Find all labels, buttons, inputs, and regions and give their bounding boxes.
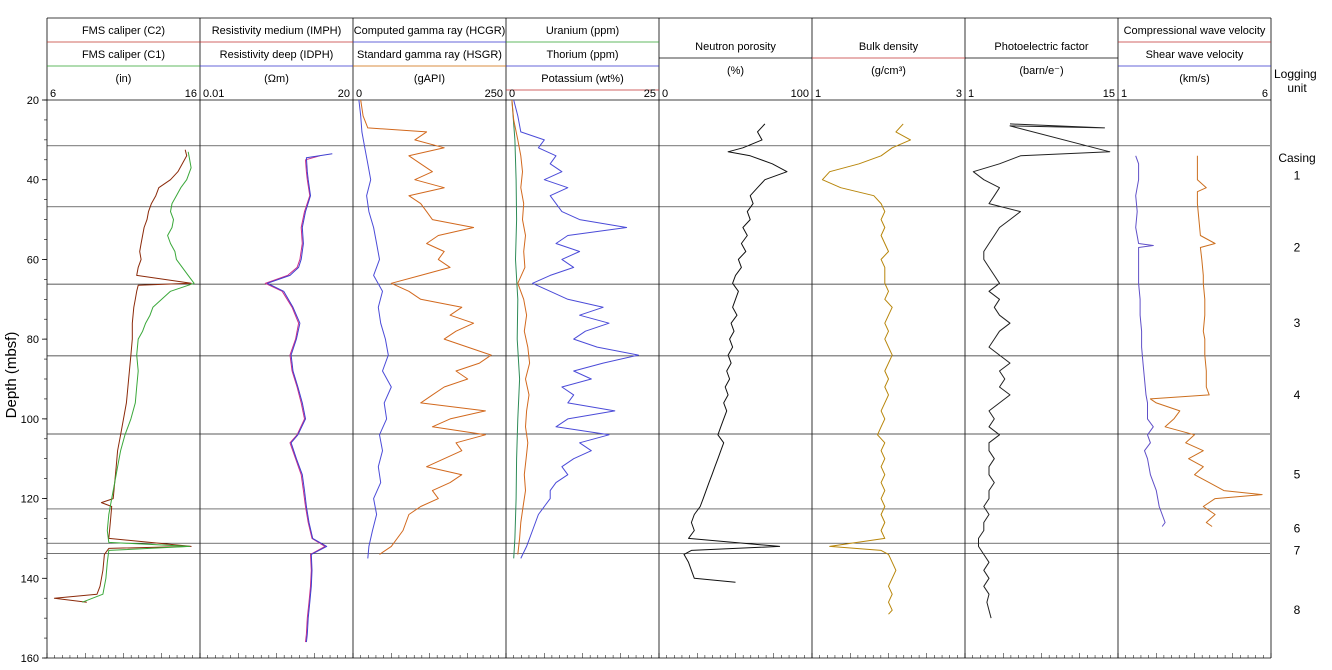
depth-tick-label: 40 xyxy=(27,175,39,187)
series-line-compressional-wave-velocity xyxy=(1149,155,1263,527)
track-headers: FMS caliper (C2)FMS caliper (C1)(in)6 16R… xyxy=(47,25,1271,100)
track-unit-label: (in) xyxy=(116,73,132,85)
track-max-label: 3 xyxy=(956,88,962,100)
track-header-label: FMS caliper (C1) xyxy=(82,49,165,61)
track-min-label: 0 xyxy=(509,88,515,100)
series-line-neutron-porosity xyxy=(683,123,788,583)
depth-tick-label: 160 xyxy=(21,653,39,665)
series-line-bulk-density xyxy=(821,123,911,615)
logging-unit-label: 1 xyxy=(1294,169,1301,183)
track-header-label: Resistivity medium (IMPH) xyxy=(212,25,342,37)
depth-tick-label: 60 xyxy=(27,254,39,266)
series-line-resistivity-deep-idph xyxy=(266,153,333,643)
depth-tick-label: 80 xyxy=(27,334,39,346)
track-header-label: Standard gamma ray (HSGR) xyxy=(357,49,502,61)
track-header-label: Neutron porosity xyxy=(695,41,776,53)
track-header-label: Computed gamma ray (HCGR) xyxy=(354,25,506,37)
logging-unit-label: 3 xyxy=(1294,316,1301,330)
track-unit-label: (gAPI) xyxy=(414,73,445,85)
y-axis-title: Depth (mbsf) xyxy=(3,332,20,419)
logging-unit-label: 6 xyxy=(1294,521,1301,535)
track-header-label: Photoelectric factor xyxy=(994,41,1088,53)
series-line-resistivity-medium-imph xyxy=(264,155,326,643)
logging-unit-label: 8 xyxy=(1294,603,1301,617)
logging-unit-label: 5 xyxy=(1294,468,1301,482)
track-min-label: 1 xyxy=(968,88,974,100)
series-line-computed-gamma-ray-hcgr xyxy=(358,99,392,559)
series-line-fms-caliper-c2 xyxy=(53,149,192,603)
series-line-thorium-ppm xyxy=(513,99,639,559)
depth-tick-label: 20 xyxy=(27,95,39,107)
track-unit-label: (Ωm) xyxy=(264,73,289,85)
track-min-label: 1 xyxy=(815,88,821,100)
track-max-label: 250 xyxy=(485,88,503,100)
logging-unit-header: Logging unit xyxy=(1274,67,1320,95)
track-unit-label: (barn/e⁻) xyxy=(1019,65,1063,77)
track-unit-label: (km/s) xyxy=(1179,73,1210,85)
track-max-label: 15 xyxy=(1103,88,1115,100)
depth-axis: Depth (mbsf) 20 40 60 80 100 120 140 160 xyxy=(3,95,47,665)
series-line-photoelectric-factor xyxy=(972,123,1111,619)
track-max-label: 16 xyxy=(185,88,197,100)
track-min-label: 0 xyxy=(356,88,362,100)
track-max-label: 20 xyxy=(338,88,350,100)
logging-unit-label: Casing xyxy=(1278,151,1315,165)
logging-unit-label: 4 xyxy=(1294,388,1301,402)
track-grid xyxy=(46,17,1272,659)
depth-tick-label: 120 xyxy=(21,494,39,506)
track-min-label: 0.01 xyxy=(203,88,224,100)
track-header-label: Uranium (ppm) xyxy=(546,25,619,37)
logging-unit-label: 2 xyxy=(1294,240,1301,254)
track-header-label: FMS caliper (C2) xyxy=(82,25,165,37)
track-min-label: 6 xyxy=(50,88,56,100)
track-header-label: Compressional wave velocity xyxy=(1124,25,1266,37)
track-unit-label: (g/cm³) xyxy=(871,65,906,77)
series-line-potassium-wt xyxy=(511,99,531,555)
logging-unit-label: 7 xyxy=(1294,543,1301,557)
track-header-label: Resistivity deep (IDPH) xyxy=(220,49,334,61)
series-line-uranium-ppm xyxy=(511,99,521,559)
log-curves xyxy=(53,99,1263,643)
track-unit-label: (%) xyxy=(727,65,744,77)
track-header-label: Thorium (ppm) xyxy=(546,49,618,61)
track-max-label: 6 xyxy=(1262,88,1268,100)
track-min-label: 1 xyxy=(1121,88,1127,100)
depth-tick-label: 100 xyxy=(21,414,39,426)
series-line-standard-gamma-ray-hsgr xyxy=(360,99,492,555)
track-max-label: 100 xyxy=(791,88,809,100)
track-header-label: Potassium (wt%) xyxy=(541,73,624,85)
series-line-shear-wave-velocity xyxy=(1135,155,1166,527)
depth-tick-label: 140 xyxy=(21,573,39,585)
track-max-label: 25 xyxy=(644,88,656,100)
track-min-label: 0 xyxy=(662,88,668,100)
logging-units: Logging unit Casing 1 2 3 4 5 6 7 8 xyxy=(1274,67,1320,617)
track-header-label: Shear wave velocity xyxy=(1146,49,1244,61)
series-line-fms-caliper-c1 xyxy=(82,151,195,603)
track-header-label: Bulk density xyxy=(859,41,919,53)
